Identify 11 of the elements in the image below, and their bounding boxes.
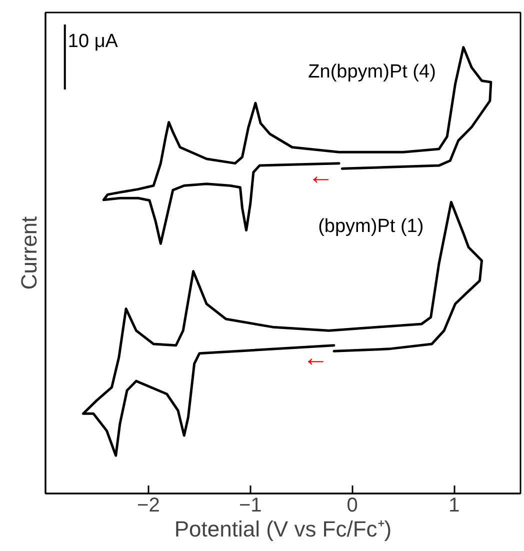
- series-label: (bpym)Pt (1): [318, 216, 424, 238]
- x-tick-label: −1: [238, 494, 262, 516]
- annotation: ←: [302, 342, 329, 372]
- x-axis-title: Potential (V vs Fc/Fc⁺): [174, 516, 392, 542]
- annotation: ←: [308, 160, 334, 190]
- x-tick-label: −2: [137, 494, 160, 516]
- annotation: 10 μA: [68, 30, 118, 52]
- x-tick-label: 1: [448, 494, 460, 516]
- series-label: Zn(bpym)Pt (4): [308, 61, 436, 82]
- y-axis-title: Current: [16, 216, 42, 290]
- x-tick-label: 0: [346, 494, 358, 516]
